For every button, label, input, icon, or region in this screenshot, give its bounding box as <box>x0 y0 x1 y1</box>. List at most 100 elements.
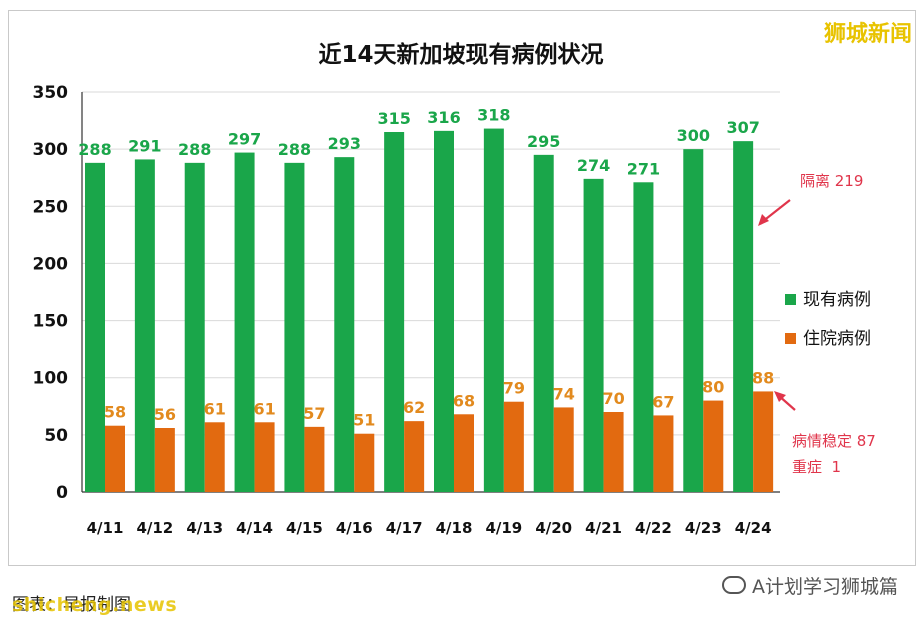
bar-hospitalised <box>404 421 425 492</box>
chart-title: 近14天新加坡现有病例状况 <box>318 41 603 68</box>
brand-logo: 狮城新闻 <box>823 22 912 47</box>
data-label-current-cases: 288 <box>178 140 211 159</box>
annotation-isolation-arrowhead <box>758 214 769 226</box>
data-label-hospitalised: 68 <box>453 391 475 410</box>
data-label-current-cases: 288 <box>278 140 311 159</box>
x-tick-label: 4/11 <box>87 519 124 537</box>
annotation-hospital-arrowhead <box>774 391 786 402</box>
x-tick-label: 4/20 <box>535 519 572 537</box>
data-label-hospitalised: 58 <box>104 403 126 422</box>
y-tick-label: 50 <box>44 426 68 446</box>
data-label-current-cases: 297 <box>228 130 261 149</box>
x-tick-label: 4/22 <box>635 519 672 537</box>
x-tick-label: 4/14 <box>236 519 273 537</box>
bar-hospitalised <box>553 407 574 492</box>
legend-swatch <box>785 294 796 305</box>
data-label-current-cases: 318 <box>477 106 510 125</box>
data-label-hospitalised: 67 <box>652 392 674 411</box>
bar-hospitalised <box>254 422 275 492</box>
bar-current-cases <box>234 152 255 493</box>
annotation-isolation: 隔离 219 <box>758 172 863 226</box>
data-label-current-cases: 288 <box>78 140 111 159</box>
y-tick-label: 150 <box>33 312 69 332</box>
data-label-hospitalised: 70 <box>602 389 624 408</box>
bar-current-cases <box>384 132 405 492</box>
data-label-current-cases: 291 <box>128 136 161 155</box>
x-tick-label: 4/23 <box>685 519 722 537</box>
bar-hospitalised <box>703 400 724 492</box>
site-watermark: shicheng.news <box>12 594 178 616</box>
bar-hospitalised <box>204 422 225 492</box>
data-label-hospitalised: 88 <box>752 368 774 387</box>
data-label-current-cases: 295 <box>527 132 560 151</box>
data-label-hospitalised: 79 <box>503 379 525 398</box>
bar-hospitalised <box>354 433 375 492</box>
data-label-current-cases: 293 <box>328 134 361 153</box>
bar-current-cases <box>85 162 105 492</box>
bar-hospitalised <box>753 391 774 492</box>
bars: 288 58 291 56 288 61 297 61 288 57 293 51 315 62 316 68… <box>78 106 774 493</box>
data-label-hospitalised: 51 <box>353 411 375 430</box>
bar-hospitalised <box>653 415 674 492</box>
x-tick-label: 4/16 <box>336 519 373 537</box>
bar-current-cases <box>134 159 155 492</box>
bar-hospitalised <box>603 412 624 492</box>
data-label-current-cases: 271 <box>627 159 660 178</box>
x-tick-label: 4/12 <box>136 519 173 537</box>
data-label-hospitalised: 62 <box>403 398 425 417</box>
y-tick-label: 0 <box>56 483 68 503</box>
data-label-hospitalised: 61 <box>253 399 275 418</box>
annotation-hospital: 病情稳定 87 重症 1 <box>774 391 876 476</box>
annotation-isolation-text: 隔离 219 <box>800 172 863 190</box>
data-label-hospitalised: 80 <box>702 378 724 397</box>
x-tick-label: 4/24 <box>735 519 772 537</box>
figure-caption: 图表：早报制图 <box>12 595 131 615</box>
data-label-hospitalised: 56 <box>154 405 176 424</box>
y-tick-label: 350 <box>33 83 69 103</box>
x-tick-label: 4/17 <box>386 519 423 537</box>
data-label-current-cases: 316 <box>427 108 460 127</box>
y-tick-label: 100 <box>33 369 69 389</box>
bar-current-cases <box>284 162 305 492</box>
x-tick-label: 4/21 <box>585 519 622 537</box>
x-axis: 4/11 4/12 4/13 4/14 4/15 4/16 4/17 4/18 4/19 4/20… <box>87 519 772 537</box>
annotation-severe-text: 重症 1 <box>792 458 841 476</box>
bar-hospitalised <box>105 425 125 492</box>
bar-current-cases <box>583 178 604 492</box>
data-label-hospitalised: 57 <box>303 404 325 423</box>
bar-hospitalised <box>154 428 175 492</box>
account-tag: A计划学习狮城篇 <box>722 572 898 599</box>
wechat-icon <box>722 576 746 594</box>
data-label-current-cases: 307 <box>726 118 759 137</box>
bar-current-cases <box>533 154 554 492</box>
legend-label: 现有病例 <box>803 290 871 310</box>
y-tick-label: 300 <box>33 140 69 160</box>
legend-label: 住院病例 <box>803 329 871 349</box>
bar-hospitalised <box>503 401 524 492</box>
bar-hospitalised <box>304 426 325 492</box>
x-tick-label: 4/13 <box>186 519 223 537</box>
data-label-current-cases: 315 <box>377 109 410 128</box>
bar-current-cases <box>184 162 205 492</box>
y-axis: 0 50 100 150 200 250 300 350 <box>33 83 780 503</box>
annotation-isolation-arrow <box>761 199 791 223</box>
x-tick-label: 4/19 <box>485 519 522 537</box>
data-label-current-cases: 274 <box>577 156 610 175</box>
y-tick-label: 200 <box>33 254 69 274</box>
bar-current-cases <box>733 141 754 492</box>
x-tick-label: 4/15 <box>286 519 323 537</box>
data-label-hospitalised: 61 <box>204 399 226 418</box>
annotation-stable-text: 病情稳定 87 <box>792 432 876 450</box>
x-tick-label: 4/18 <box>436 519 473 537</box>
y-tick-label: 250 <box>33 197 69 217</box>
bar-current-cases <box>633 182 654 493</box>
bar-current-cases <box>683 149 704 492</box>
legend-swatch <box>785 333 796 344</box>
bar-current-cases <box>334 157 355 492</box>
bar-hospitalised <box>454 414 474 492</box>
bar-current-cases <box>483 128 504 493</box>
bar-current-cases <box>434 130 454 492</box>
account-name: A计划学习狮城篇 <box>752 576 898 598</box>
